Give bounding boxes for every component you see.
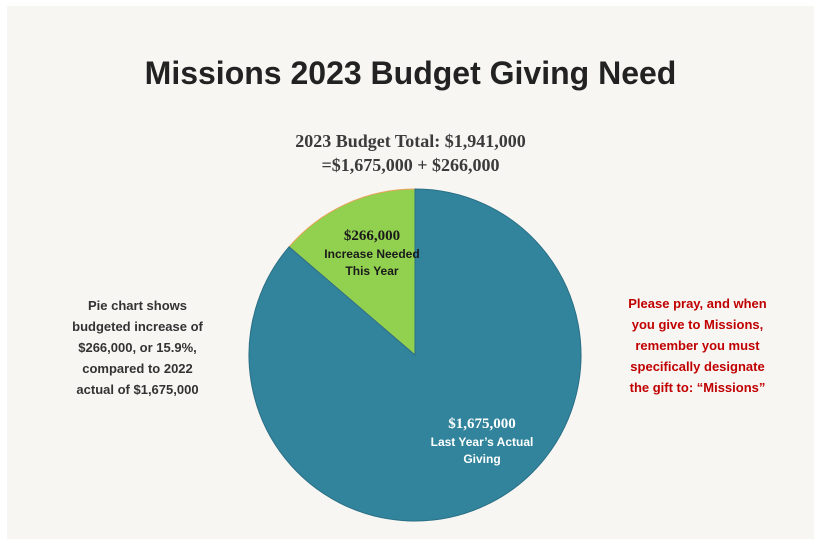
slice-category-label: Giving [463, 452, 500, 466]
right-note-line: specifically designate [630, 359, 765, 374]
slice-category-label: Last Year’s Actual [431, 435, 534, 449]
left-note-line: Pie chart shows [88, 298, 187, 313]
chart-title: Missions 2023 Budget Giving Need [144, 55, 677, 91]
slice-value-label: $1,675,000 [448, 416, 516, 432]
right-note-line: the gift to: “Missions” [629, 380, 766, 395]
right-note-line: Please pray, and when [628, 296, 767, 311]
right-prayer-note: Please pray, and when you give to Missio… [600, 293, 795, 398]
left-explanation-note: Pie chart shows budgeted increase of $26… [40, 295, 235, 400]
pie-slice [248, 188, 582, 522]
budget-total-line: 2023 Budget Total: $1,941,000 [295, 131, 526, 151]
right-note-line: remember you must [635, 338, 760, 353]
slice-category-label: Increase Needed [324, 247, 419, 261]
right-note-line: you give to Missions, [631, 317, 764, 332]
slice-category-label: This Year [345, 264, 398, 278]
left-note-line: compared to 2022 [82, 361, 193, 376]
slice-value-label: $266,000 [344, 228, 400, 244]
left-note-line: $266,000, or 15.9%, [78, 340, 197, 355]
budget-sum-line: =$1,675,000 + $266,000 [321, 155, 500, 175]
left-note-line: actual of $1,675,000 [76, 382, 199, 397]
pie-slice [288, 188, 416, 357]
left-note-line: budgeted increase of [72, 319, 203, 334]
